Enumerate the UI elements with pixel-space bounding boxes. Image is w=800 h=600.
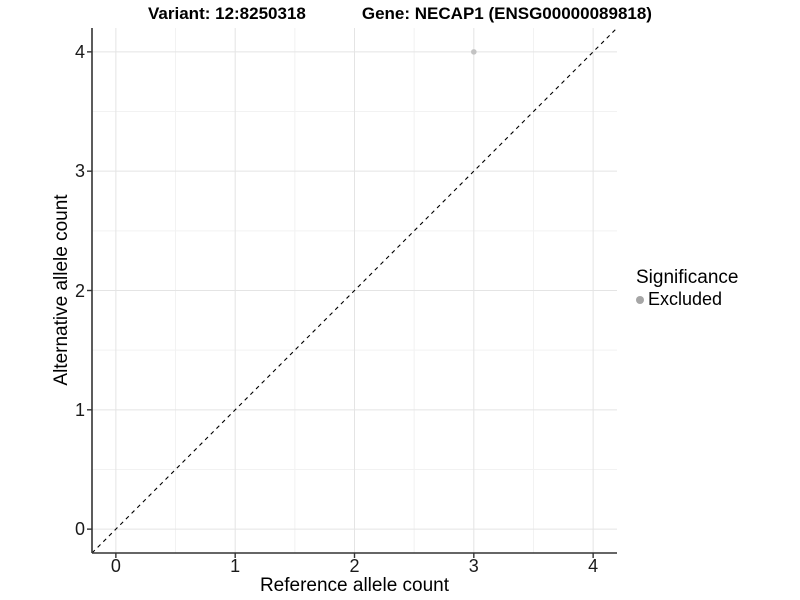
x-tick-label: 4 — [588, 556, 599, 576]
plot-title-gene: Gene: NECAP1 (ENSG00000089818) — [361, 4, 652, 23]
legend: Significance Excluded — [636, 267, 738, 310]
plot-title-row: Variant: 12:8250318 Gene: NECAP1 (ENSG00… — [0, 4, 800, 24]
legend-entry: Excluded — [636, 289, 738, 310]
x-tick-label: 2 — [349, 556, 360, 576]
plot-panel — [87, 27, 618, 558]
scatter-plot-canvas — [87, 27, 618, 558]
identity-dashed-line — [91, 27, 618, 554]
major-gridlines — [92, 28, 617, 553]
y-tick-label: 2 — [74, 280, 85, 301]
y-tick-label: 1 — [74, 399, 85, 420]
y-tick-label: 4 — [74, 41, 85, 62]
scatter-point — [471, 49, 477, 55]
y-tick-label: 0 — [74, 519, 85, 540]
data-points — [471, 49, 477, 55]
axis-tick-marks — [87, 51, 594, 558]
x-tick-label: 1 — [230, 556, 241, 576]
legend-point-icon — [636, 295, 644, 304]
x-tick-label: 3 — [468, 556, 479, 576]
y-tick-label: 3 — [74, 161, 85, 182]
legend-title: Significance — [636, 267, 739, 288]
legend-entries: Excluded — [636, 289, 738, 310]
x-tick-label: 0 — [110, 556, 121, 576]
y-axis-title: Alternative allele count — [51, 194, 72, 386]
identity-reference-line — [91, 27, 618, 554]
plot-title-variant: Variant: 12:8250318 — [148, 4, 306, 23]
legend-entry-label: Excluded — [648, 289, 723, 309]
x-axis-title: Reference allele count — [259, 575, 450, 596]
